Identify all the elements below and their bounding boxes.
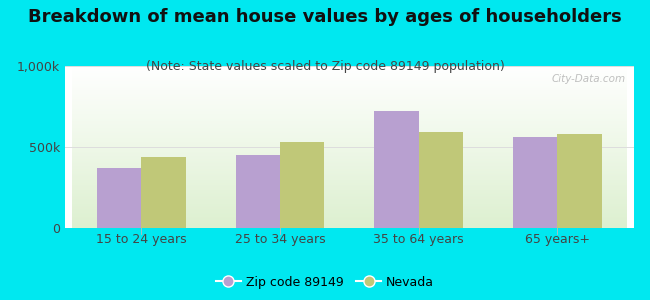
Bar — [235, 155, 280, 228]
Text: City-Data.com: City-Data.com — [551, 74, 625, 84]
Text: Breakdown of mean house values by ages of householders: Breakdown of mean house values by ages o… — [28, 8, 622, 26]
Text: (Note: State values scaled to Zip code 89149 population): (Note: State values scaled to Zip code 8… — [146, 60, 504, 73]
Bar — [374, 111, 419, 228]
Bar — [558, 134, 602, 228]
Bar — [280, 142, 324, 228]
Bar — [419, 132, 463, 228]
Bar — [141, 157, 186, 228]
Legend: Zip code 89149, Nevada: Zip code 89149, Nevada — [211, 271, 439, 294]
Bar — [513, 137, 558, 228]
Bar — [97, 168, 141, 228]
